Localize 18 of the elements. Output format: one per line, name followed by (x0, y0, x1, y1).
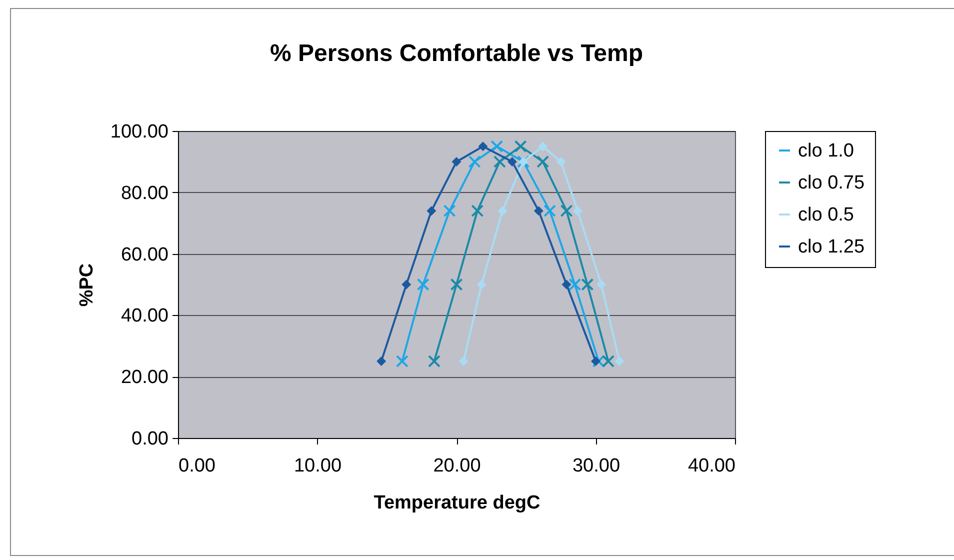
y-tick-label: 0.00 (132, 428, 168, 450)
legend-label: clo 0.5 (798, 204, 854, 226)
legend-label: clo 1.0 (798, 140, 854, 162)
legend-label: clo 0.75 (798, 172, 865, 194)
legend-label: clo 1.25 (798, 236, 865, 258)
y-tick-label: 20.00 (120, 367, 168, 388)
x-axis-title: Temperature degC (374, 492, 541, 514)
chart-title: % Persons Comfortable vs Temp (270, 40, 643, 67)
y-tick-label: 100.00 (110, 122, 168, 142)
x-tick-label: 10.00 (294, 456, 342, 476)
y-axis-title: %PC (76, 263, 98, 307)
x-tick-label: 0.00 (178, 456, 216, 476)
y-tick-label: 80.00 (120, 182, 168, 204)
x-tick-label: 20.00 (433, 456, 481, 476)
x-tick-label: 40.00 (688, 456, 736, 476)
y-tick-label: 60.00 (120, 244, 168, 266)
y-tick-label: 40.00 (120, 306, 168, 327)
x-tick-label: 30.00 (572, 456, 620, 476)
